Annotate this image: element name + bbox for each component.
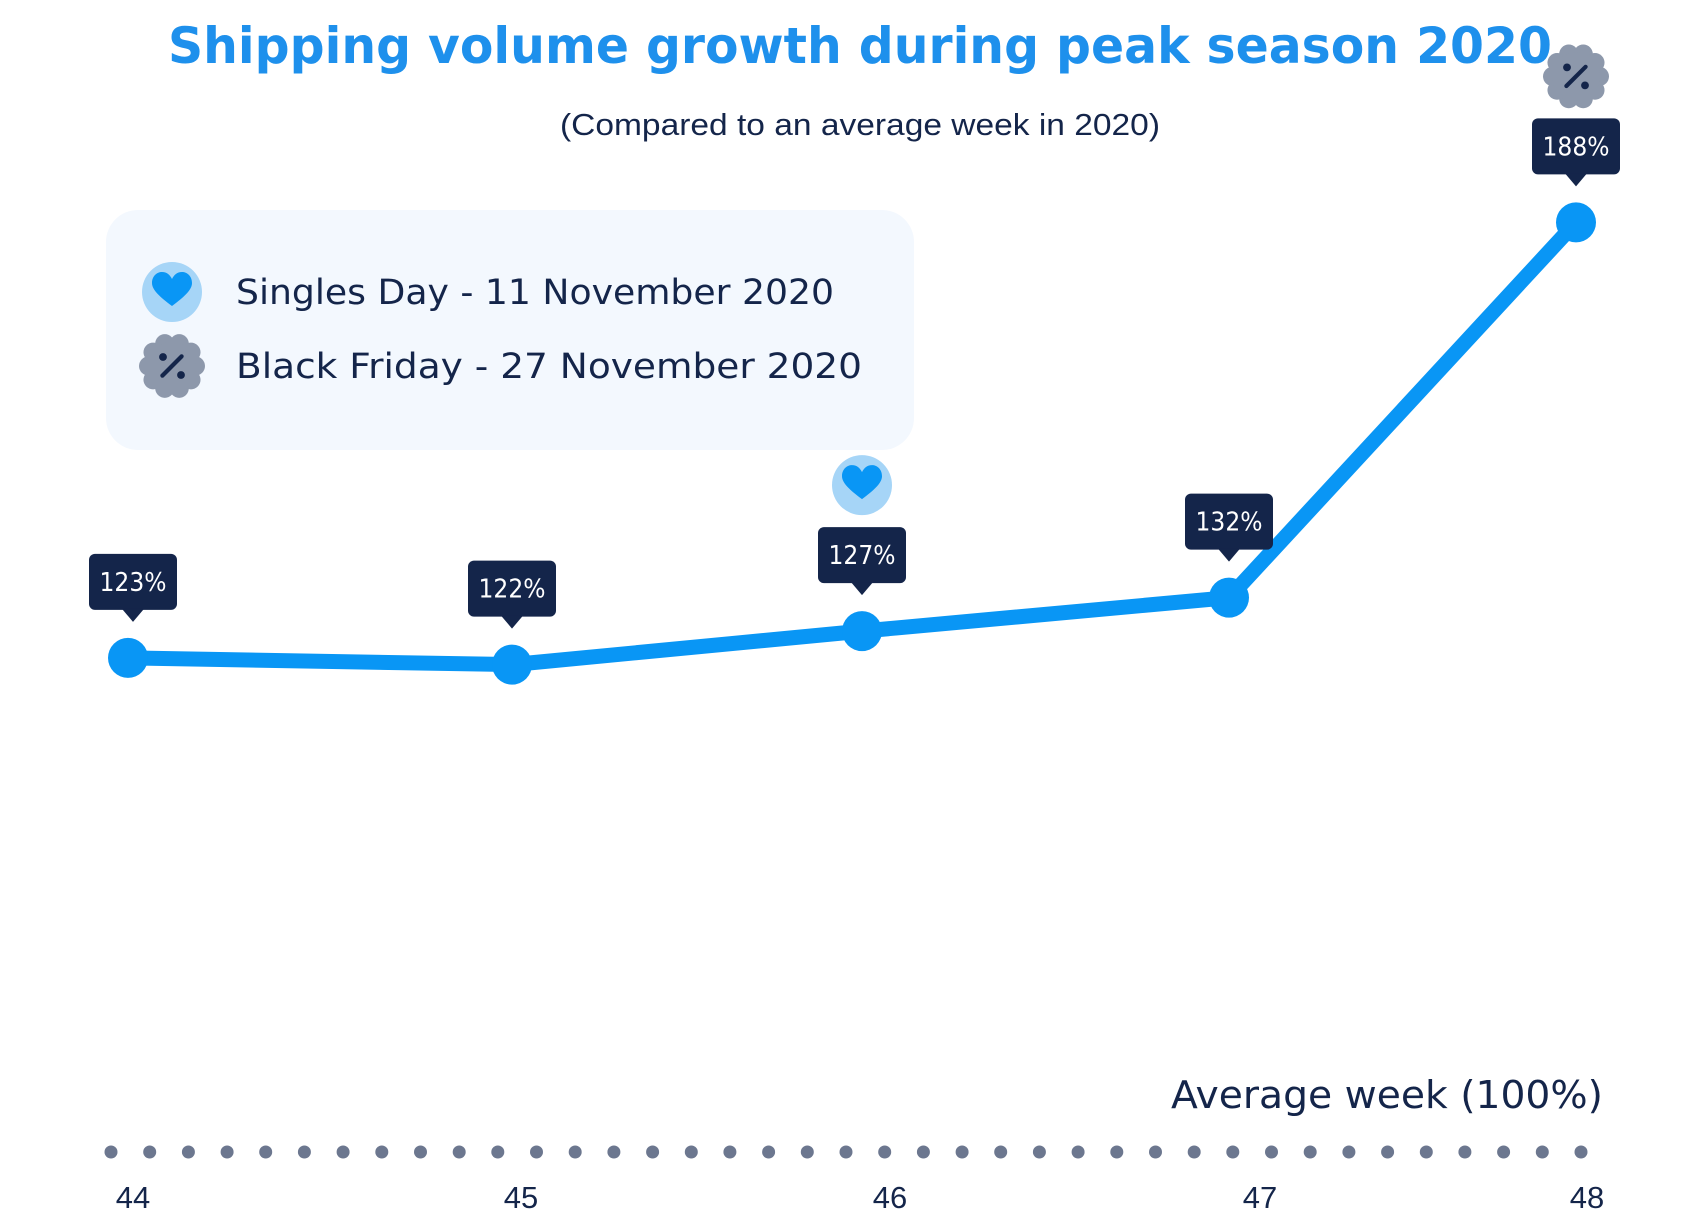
data-point-week-46 xyxy=(842,611,882,652)
baseline-dot xyxy=(916,1145,930,1159)
baseline-dot xyxy=(607,1145,621,1159)
data-markers xyxy=(108,202,1596,685)
baseline-dot xyxy=(530,1145,543,1159)
baseline-dotted-line xyxy=(104,1145,1588,1159)
baseline-dot xyxy=(1032,1145,1046,1159)
baseline-dot xyxy=(762,1145,776,1159)
baseline-dot xyxy=(297,1145,311,1159)
data-point-week-44 xyxy=(108,637,148,678)
baseline-dot xyxy=(104,1145,118,1159)
x-tick-label: 46 xyxy=(873,1180,907,1215)
data-label-text: 122% xyxy=(479,575,546,605)
baseline-dot xyxy=(259,1145,273,1159)
x-tick-label: 45 xyxy=(504,1180,538,1215)
legend-heart-icon xyxy=(142,262,202,322)
baseline-dot xyxy=(878,1145,892,1159)
chart-title: Shipping volume growth during peak seaso… xyxy=(168,17,1552,75)
baseline-dot xyxy=(1226,1145,1240,1159)
baseline-dot xyxy=(1265,1145,1278,1159)
baseline-dot xyxy=(994,1145,1008,1159)
baseline-label: Average week (100%) xyxy=(1171,1073,1603,1117)
baseline-dot xyxy=(1381,1145,1395,1159)
data-label-text: 123% xyxy=(100,568,167,598)
data-point-week-47 xyxy=(1209,577,1249,618)
baseline-dot xyxy=(1110,1145,1124,1159)
data-label-text: 188% xyxy=(1543,132,1610,162)
baseline-dot xyxy=(143,1145,157,1159)
data-label-text: 127% xyxy=(829,541,896,571)
percent-badge-icon xyxy=(1543,44,1609,109)
data-label-week-44: 123% xyxy=(89,553,177,622)
baseline-dot xyxy=(1303,1145,1317,1159)
data-point-week-45 xyxy=(492,644,532,685)
x-tick-label: 44 xyxy=(116,1180,150,1215)
baseline-dot xyxy=(414,1145,427,1159)
legend-label-black-friday: Black Friday - 27 November 2020 xyxy=(236,347,862,387)
baseline-dot xyxy=(1149,1145,1162,1159)
baseline-dot xyxy=(723,1145,737,1159)
x-axis-ticks: 44 45 46 47 48 xyxy=(116,1180,1604,1215)
data-labels: 123% 122% 127% 132% 188% xyxy=(89,118,1620,629)
baseline-dot xyxy=(181,1145,195,1159)
baseline-dot xyxy=(1187,1145,1201,1159)
x-tick-label: 47 xyxy=(1243,1180,1277,1215)
baseline-dot xyxy=(336,1145,350,1159)
baseline-dot xyxy=(1574,1145,1588,1159)
data-point-week-48 xyxy=(1556,202,1596,243)
baseline-dot xyxy=(568,1145,582,1159)
baseline-dot xyxy=(1419,1145,1433,1159)
chart-subtitle: (Compared to an average week in 2020) xyxy=(560,107,1160,142)
data-label-week-46: 127% xyxy=(818,527,906,596)
baseline-dot xyxy=(452,1145,466,1159)
baseline-dot xyxy=(1342,1145,1356,1159)
data-label-text: 132% xyxy=(1196,508,1263,538)
baseline-dot xyxy=(1497,1145,1511,1159)
baseline-dot xyxy=(955,1145,969,1159)
baseline-dot xyxy=(220,1145,234,1159)
legend-label-singles-day: Singles Day - 11 November 2020 xyxy=(236,273,834,313)
x-tick-label: 48 xyxy=(1570,1180,1604,1215)
event-icons xyxy=(832,44,1609,516)
baseline-dot xyxy=(1071,1145,1085,1159)
baseline-dot xyxy=(684,1145,698,1159)
baseline-dot xyxy=(800,1145,814,1159)
baseline-dot xyxy=(646,1145,660,1159)
baseline-dot xyxy=(375,1145,389,1159)
baseline-dot xyxy=(491,1145,505,1159)
data-label-week-47: 132% xyxy=(1185,493,1273,562)
baseline-dot xyxy=(1458,1145,1472,1159)
data-label-week-48: 188% xyxy=(1532,118,1620,187)
legend: Singles Day - 11 November 2020 Black Fri… xyxy=(106,210,914,450)
baseline-dot xyxy=(839,1145,853,1159)
legend-background xyxy=(106,210,914,450)
heart-icon xyxy=(832,455,892,516)
baseline-dot xyxy=(1535,1145,1549,1159)
legend-percent-badge-icon xyxy=(139,334,205,398)
data-label-week-45: 122% xyxy=(468,560,556,629)
